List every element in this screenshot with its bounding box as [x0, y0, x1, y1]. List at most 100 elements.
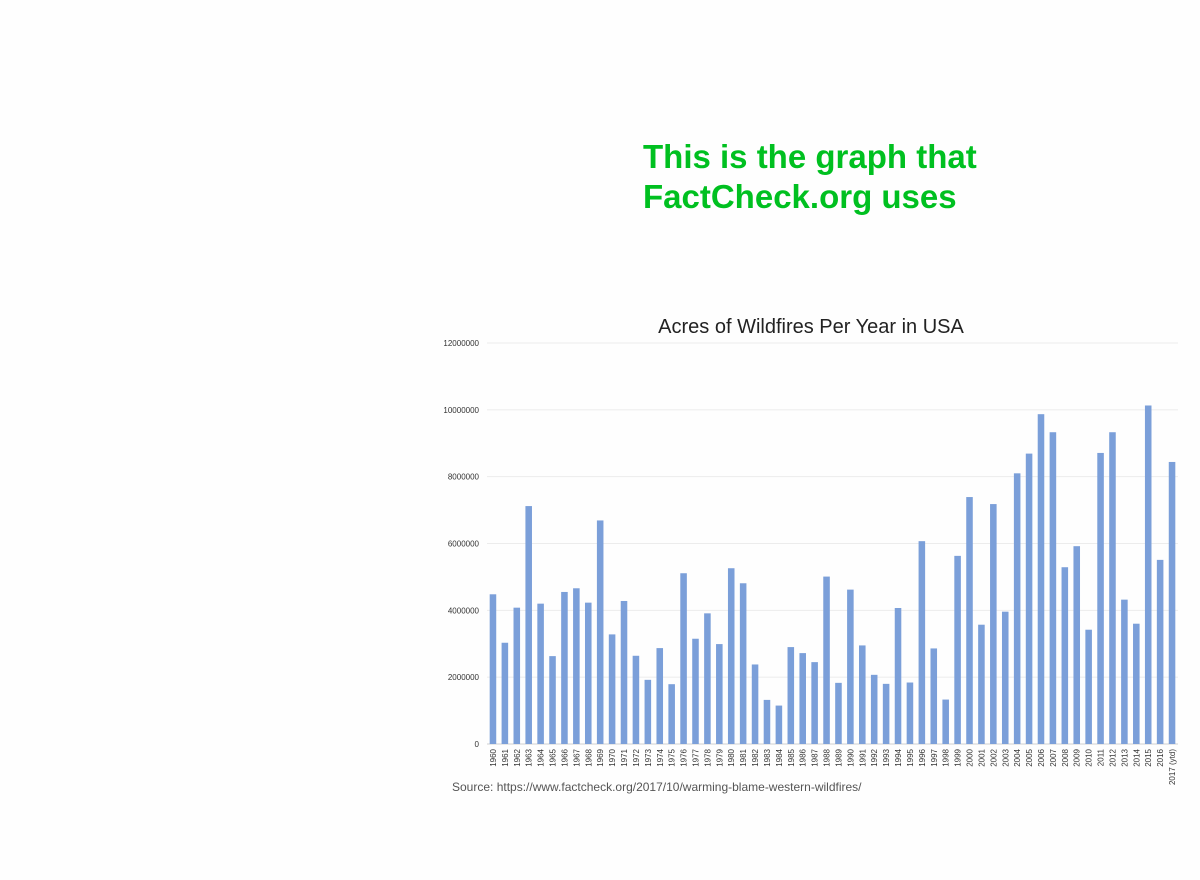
bar — [954, 555, 961, 744]
x-tick-label: 1979 — [715, 748, 724, 766]
bar — [787, 647, 795, 744]
x-tick-label: 1989 — [834, 748, 843, 766]
y-tick-label: 0 — [475, 740, 480, 749]
bars — [489, 405, 1176, 744]
bar — [966, 497, 973, 744]
bar — [573, 588, 580, 744]
bar — [668, 684, 675, 744]
bar — [847, 589, 854, 744]
bar — [859, 645, 866, 744]
bar — [1109, 432, 1116, 744]
bar — [739, 583, 747, 744]
bar — [751, 664, 759, 744]
bar — [930, 648, 938, 744]
bar — [1025, 453, 1033, 744]
x-tick-label: 1962 — [513, 748, 522, 766]
x-tick-label: 1982 — [751, 748, 760, 766]
bar — [644, 679, 652, 744]
x-tick-label: 2002 — [989, 748, 998, 766]
x-tick-label: 2009 — [1073, 748, 1082, 766]
x-tick-label: 1976 — [680, 748, 689, 766]
x-tick-label: 1971 — [620, 748, 629, 766]
bar — [978, 624, 985, 744]
bar — [596, 520, 604, 744]
bar — [1168, 461, 1176, 744]
x-tick-label: 1998 — [942, 748, 951, 766]
y-tick-label: 8000000 — [448, 473, 480, 482]
x-tick-label: 1961 — [501, 748, 510, 766]
headline-line-2: FactCheck.org uses — [643, 178, 957, 215]
bar — [1085, 629, 1092, 744]
x-tick-label: 1975 — [668, 748, 677, 766]
x-tick-label: 2011 — [1097, 748, 1106, 766]
x-tick-label: 1993 — [882, 748, 891, 766]
x-tick-label: 1988 — [823, 748, 832, 766]
bar — [704, 613, 711, 744]
x-tick-label: 1992 — [870, 748, 879, 766]
x-tick-label: 1986 — [799, 748, 808, 766]
x-tick-label: 1973 — [644, 748, 653, 766]
x-tick-label: 1980 — [727, 748, 736, 766]
bar — [1133, 623, 1140, 744]
bar — [1156, 559, 1164, 744]
bar — [918, 541, 926, 744]
y-tick-label: 10000000 — [443, 406, 479, 415]
bar — [835, 682, 842, 744]
bar — [906, 682, 914, 744]
bar — [561, 591, 568, 744]
bar — [870, 674, 878, 744]
x-tick-label: 1970 — [608, 748, 617, 766]
x-tick-label: 2005 — [1025, 748, 1034, 766]
bar — [1013, 473, 1021, 744]
bar — [942, 699, 949, 744]
bar — [894, 607, 902, 744]
x-tick-label: 2004 — [1013, 748, 1022, 766]
y-axis-tick-labels: 0 2000000 4000000 6000000 8000000 10000000 120… — [443, 339, 479, 749]
x-tick-label: 1967 — [572, 748, 581, 766]
bar — [763, 699, 771, 744]
x-tick-label: 1960 — [489, 748, 498, 766]
x-tick-label: 1964 — [537, 748, 546, 766]
chart-title: Acres of Wildfires Per Year in USA — [658, 316, 964, 338]
bar — [501, 642, 509, 744]
bar — [489, 594, 497, 744]
x-tick-label: 2001 — [977, 748, 986, 766]
x-tick-label: 2008 — [1061, 748, 1070, 766]
x-tick-label: 1984 — [775, 748, 784, 766]
bar — [680, 573, 687, 744]
x-tick-label: 1966 — [560, 748, 569, 766]
bar — [513, 607, 521, 744]
x-tick-label: 1972 — [632, 748, 641, 766]
x-tick-label: 1983 — [763, 748, 772, 766]
x-tick-label: 2013 — [1120, 748, 1129, 766]
x-tick-label: 1991 — [858, 748, 867, 766]
bar — [1001, 611, 1009, 744]
bar — [1037, 414, 1045, 744]
x-tick-label: 2003 — [1001, 748, 1010, 766]
source-note: Source: https://www.factcheck.org/2017/1… — [452, 780, 862, 794]
x-tick-label: 1965 — [549, 748, 558, 766]
x-tick-label: 1987 — [811, 748, 820, 766]
headline: This is the graph that FactCheck.org use… — [643, 137, 1143, 217]
x-tick-label: 2012 — [1108, 748, 1117, 766]
x-tick-label: 2014 — [1132, 748, 1141, 766]
x-tick-label: 1996 — [918, 748, 927, 766]
bar — [727, 568, 735, 744]
bar — [620, 600, 628, 744]
bar — [775, 705, 783, 744]
x-tick-label: 1985 — [787, 748, 796, 766]
bar — [990, 504, 997, 744]
bar — [716, 644, 723, 744]
bar — [811, 662, 818, 744]
x-tick-label: 1995 — [906, 748, 915, 766]
bar — [1061, 567, 1069, 744]
bar — [632, 655, 640, 744]
y-tick-label: 6000000 — [448, 540, 480, 549]
x-tick-label: 2007 — [1049, 748, 1058, 766]
bar — [549, 656, 556, 744]
x-tick-label: 1969 — [596, 748, 605, 766]
x-tick-label: 2017 (ytd) — [1168, 749, 1177, 785]
bar — [608, 634, 616, 744]
x-tick-label: 2000 — [966, 748, 975, 766]
